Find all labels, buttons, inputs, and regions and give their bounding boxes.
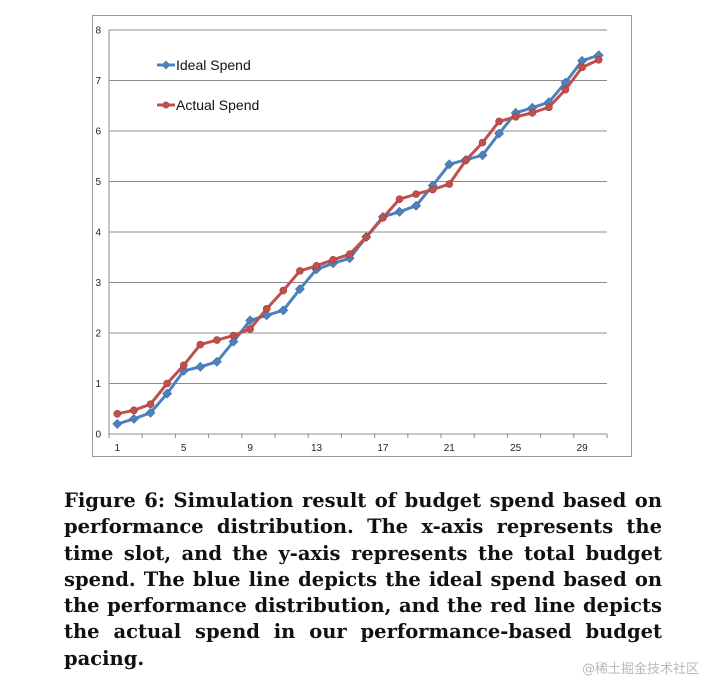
- x-tick-label: 5: [181, 443, 187, 454]
- data-point-actual-spend: [478, 138, 487, 147]
- data-point-actual-spend: [196, 340, 205, 349]
- data-point-actual-spend: [528, 109, 537, 117]
- legend-marker-actual-spend: [162, 101, 170, 109]
- y-tick-label: 7: [95, 76, 101, 87]
- data-point-ideal-spend: [112, 418, 123, 429]
- legend-label-ideal-spend: Ideal Spend: [176, 57, 251, 73]
- x-tick-label: 13: [311, 443, 323, 454]
- x-tick-label: 29: [577, 443, 589, 454]
- data-point-actual-spend: [246, 325, 254, 333]
- data-point-actual-spend: [312, 262, 321, 270]
- y-tick-label: 2: [95, 329, 101, 340]
- data-point-actual-spend: [329, 255, 337, 264]
- data-point-actual-spend: [511, 113, 520, 121]
- data-point-actual-spend: [146, 400, 155, 409]
- data-point-ideal-spend: [145, 407, 156, 418]
- data-point-ideal-spend: [211, 356, 222, 367]
- data-point-actual-spend: [495, 117, 503, 126]
- data-point-actual-spend: [395, 195, 404, 203]
- legend-label-actual-spend: Actual Spend: [176, 97, 259, 113]
- data-point-ideal-spend: [444, 159, 455, 170]
- data-point-actual-spend: [545, 103, 553, 112]
- data-point-actual-spend: [213, 336, 221, 344]
- watermark: @稀土掘金技术社区: [581, 662, 699, 677]
- data-point-ideal-spend: [294, 284, 305, 294]
- data-point-actual-spend: [113, 409, 122, 418]
- data-point-actual-spend: [130, 406, 138, 415]
- data-point-actual-spend: [179, 361, 188, 370]
- data-point-actual-spend: [578, 63, 586, 72]
- data-point-ideal-spend: [162, 388, 173, 399]
- y-tick-label: 0: [95, 430, 101, 441]
- y-tick-label: 8: [95, 26, 101, 37]
- data-point-ideal-spend: [477, 150, 488, 161]
- data-point-actual-spend: [428, 185, 437, 194]
- data-point-actual-spend: [262, 304, 271, 313]
- data-point-actual-spend: [412, 190, 420, 198]
- x-tick-label: 21: [444, 443, 456, 454]
- data-point-ideal-spend: [228, 336, 239, 347]
- y-tick-label: 1: [95, 379, 101, 390]
- data-point-actual-spend: [229, 331, 238, 340]
- data-point-actual-spend: [163, 379, 171, 388]
- data-point-actual-spend: [445, 180, 454, 188]
- data-point-actual-spend: [279, 286, 288, 295]
- y-tick-label: 6: [95, 127, 101, 138]
- data-point-ideal-spend: [494, 128, 505, 139]
- line-chart: 0 1 2 3 4 5 6 7 8 1 5 9 13 17 21 25 29 Ideal Spend Actual …: [95, 26, 608, 454]
- data-point-actual-spend: [379, 214, 387, 222]
- y-tick-label: 5: [95, 177, 101, 188]
- figure-caption: Figure 6: Simulation result of budget sp…: [64, 489, 662, 670]
- data-point-ideal-spend: [245, 315, 256, 326]
- data-point-actual-spend: [345, 250, 354, 259]
- data-point-ideal-spend: [411, 200, 422, 211]
- x-tick-label: 9: [247, 443, 253, 454]
- data-point-actual-spend: [296, 267, 304, 275]
- x-tick-label: 25: [510, 443, 522, 454]
- data-point-actual-spend: [462, 156, 470, 165]
- data-point-actual-spend: [594, 55, 603, 64]
- x-tick-label: 17: [377, 443, 389, 454]
- data-point-ideal-spend: [394, 206, 405, 217]
- data-point-ideal-spend: [195, 361, 206, 372]
- y-tick-label: 3: [95, 278, 101, 289]
- y-tick-label: 4: [95, 228, 101, 239]
- chart-frame: 0 1 2 3 4 5 6 7 8 1 5 9 13 17 21 25 29 Ideal Spend Actual …: [92, 15, 632, 457]
- x-tick-label: 1: [115, 443, 121, 454]
- legend-marker-ideal-spend: [161, 60, 171, 70]
- data-point-actual-spend: [362, 233, 371, 241]
- data-point-ideal-spend: [278, 305, 289, 316]
- data-point-ideal-spend: [128, 413, 139, 424]
- data-point-actual-spend: [561, 85, 570, 94]
